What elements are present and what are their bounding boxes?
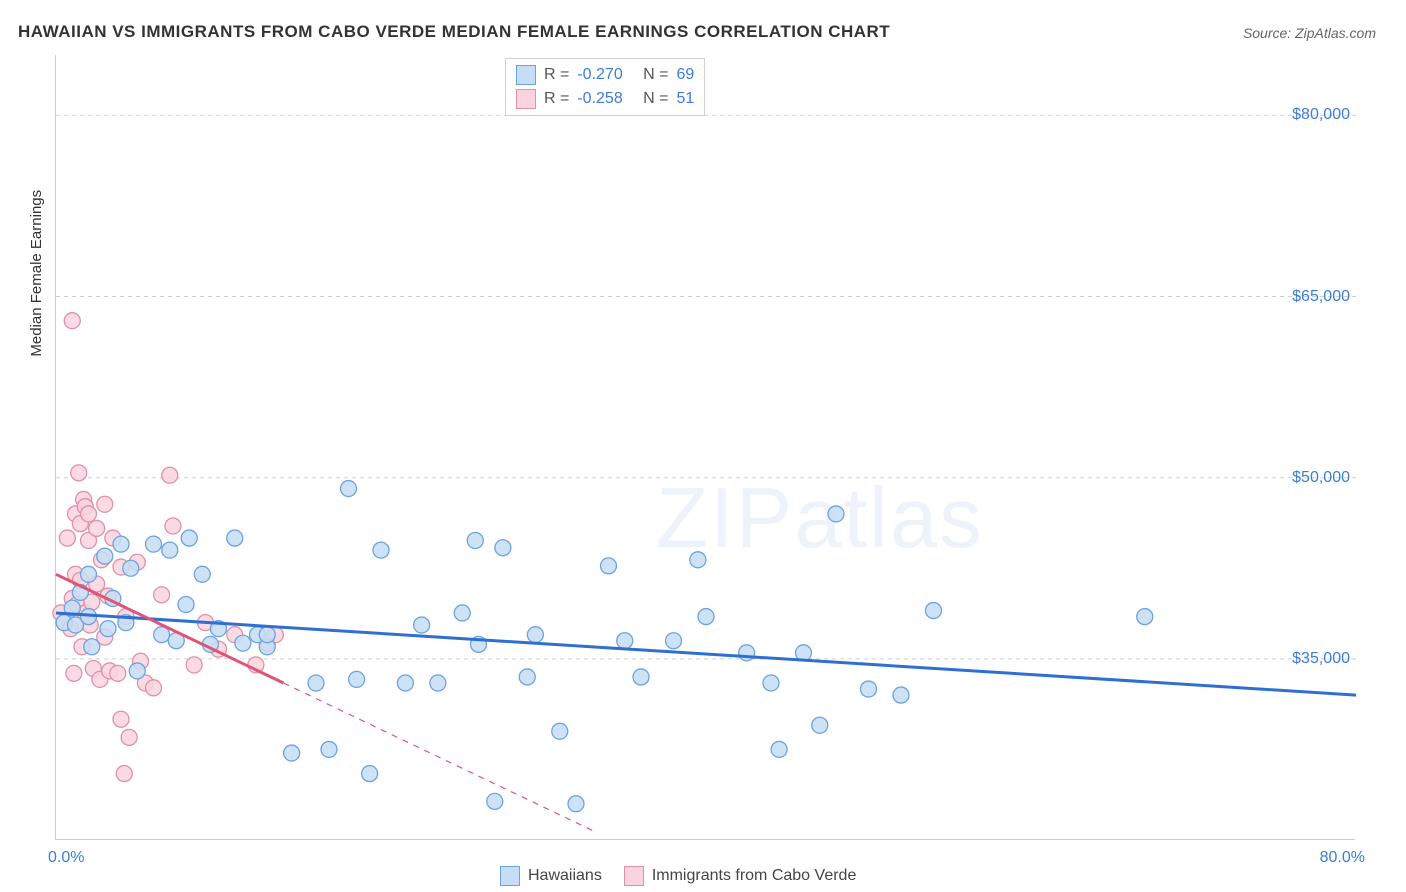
y-tick-label: $35,000 [1292, 650, 1365, 668]
chart-svg [56, 55, 1355, 839]
legend-item-cabo-verde: Immigrants from Cabo Verde [624, 866, 857, 886]
y-tick-label: $65,000 [1292, 288, 1365, 306]
r-value-hawaiians: -0.270 [577, 63, 622, 87]
n-value-hawaiians: 69 [677, 63, 695, 87]
swatch-cabo-verde-icon [624, 866, 644, 886]
stats-legend: R = -0.270 N = 69 R = -0.258 N = 51 [505, 58, 705, 116]
chart-title: HAWAIIAN VS IMMIGRANTS FROM CABO VERDE M… [18, 22, 890, 42]
source-credit: Source: ZipAtlas.com [1243, 25, 1376, 41]
legend-item-hawaiians: Hawaiians [500, 866, 602, 886]
x-tick-max: 80.0% [1320, 849, 1365, 867]
stats-row-hawaiians: R = -0.270 N = 69 [516, 63, 694, 87]
stats-row-cabo-verde: R = -0.258 N = 51 [516, 87, 694, 111]
y-tick-label: $80,000 [1292, 106, 1365, 124]
x-tick-min: 0.0% [48, 849, 84, 867]
legend-label-hawaiians: Hawaiians [528, 867, 602, 885]
r-label: R = [544, 63, 569, 87]
n-value-cabo-verde: 51 [677, 87, 695, 111]
n-label: N = [643, 87, 668, 111]
r-label: R = [544, 87, 569, 111]
series-legend: Hawaiians Immigrants from Cabo Verde [500, 866, 856, 886]
swatch-hawaiians-icon [500, 866, 520, 886]
r-value-cabo-verde: -0.258 [577, 87, 622, 111]
plot-area: ZIPatlas $35,000$50,000$65,000$80,000 0.… [55, 55, 1355, 840]
legend-label-cabo-verde: Immigrants from Cabo Verde [652, 867, 857, 885]
y-axis-label: Median Female Earnings [28, 190, 45, 357]
y-tick-label: $50,000 [1292, 469, 1365, 487]
swatch-cabo-verde [516, 89, 536, 109]
swatch-hawaiians [516, 65, 536, 85]
n-label: N = [643, 63, 668, 87]
